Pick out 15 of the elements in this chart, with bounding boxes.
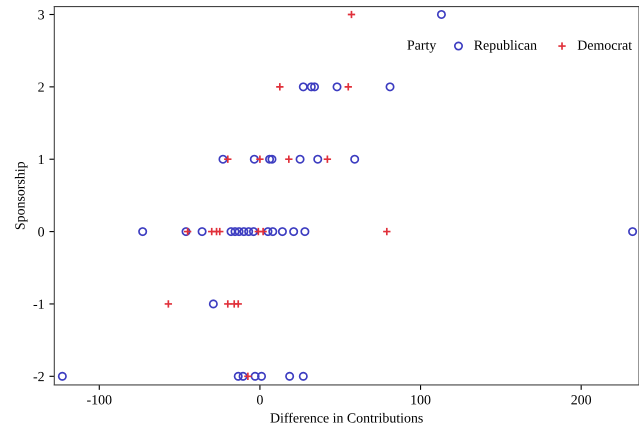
x-axis-title: Difference in Contributions bbox=[270, 412, 423, 423]
x-tick-label: 100 bbox=[411, 395, 430, 404]
x-tick-label: -100 bbox=[87, 395, 112, 404]
y-axis-title: Sponsorship bbox=[14, 162, 28, 230]
y-tick-label: 3 bbox=[38, 10, 44, 20]
y-tick-label: 2 bbox=[38, 82, 44, 92]
legend-label: Democrat bbox=[578, 40, 632, 50]
legend-title: Party bbox=[407, 40, 436, 53]
y-tick-label: -2 bbox=[34, 372, 44, 382]
x-tick-label: 200 bbox=[571, 395, 592, 404]
y-tick-label: -1 bbox=[34, 300, 44, 309]
legend-label: Republican bbox=[474, 40, 537, 53]
y-tick-label: 1 bbox=[38, 154, 44, 164]
x-tick-label: 0 bbox=[256, 395, 263, 404]
y-tick-label: 0 bbox=[38, 227, 44, 237]
